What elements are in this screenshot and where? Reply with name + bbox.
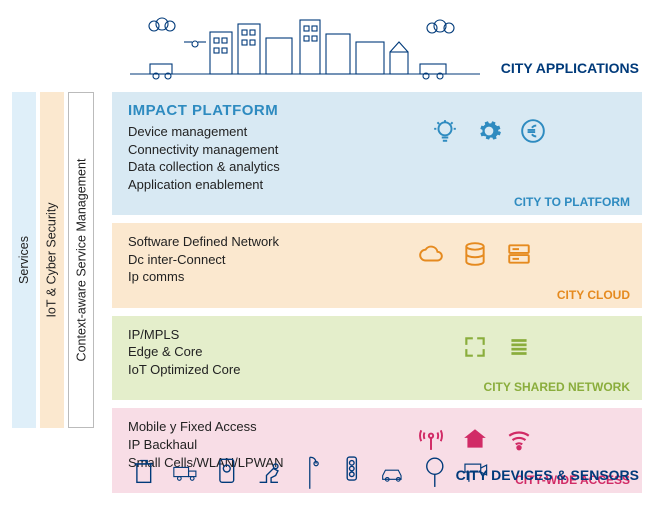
list-item: Device management: [128, 123, 628, 141]
layer-network-icons: [462, 334, 532, 360]
vbar-security: IoT & Cyber Security: [40, 92, 64, 428]
layer-platform-icons: [432, 118, 546, 144]
wifi-icon: [506, 426, 532, 452]
truck-icon: [172, 451, 200, 493]
layer-platform-list: Device management Connectivity managemen…: [128, 123, 628, 193]
euro-icon: [520, 118, 546, 144]
layer-cloud-list: Software Defined Network Dc inter-Connec…: [128, 233, 628, 286]
layer-network-list: IP/MPLS Edge & Core IoT Optimized Core: [128, 326, 628, 379]
server-icon: [506, 241, 532, 267]
layer-stack: IMPACT PLATFORM Device management Connec…: [112, 92, 642, 501]
menu-lines-icon: [506, 334, 532, 360]
layer-platform-title: IMPACT PLATFORM: [128, 102, 628, 119]
list-item: Connectivity management: [128, 141, 628, 159]
robot-icon: [255, 451, 283, 493]
cityscape-illustration: [130, 12, 480, 84]
layer-cloud-icons: [418, 241, 532, 267]
trash-icon: [130, 451, 158, 493]
list-item: Dc inter-Connect: [128, 251, 628, 269]
vbar-context-text: Context-aware Service Management: [74, 159, 88, 362]
layer-platform-corner: CITY TO PLATFORM: [514, 195, 630, 209]
lightbulb-icon: [432, 118, 458, 144]
vbar-services-text: Services: [17, 236, 31, 284]
layer-network: IP/MPLS Edge & Core IoT Optimized Core C…: [112, 316, 642, 401]
list-item: Edge & Core: [128, 343, 628, 361]
layer-platform: IMPACT PLATFORM Device management Connec…: [112, 92, 642, 215]
tree-icon: [421, 451, 449, 493]
database-icon: [462, 241, 488, 267]
list-item: Software Defined Network: [128, 233, 628, 251]
vbar-services: Services: [12, 92, 36, 428]
devices-illustration: [130, 444, 490, 499]
streetlight-icon: [296, 451, 324, 493]
meter-icon: [213, 451, 241, 493]
list-item: Application enablement: [128, 176, 628, 194]
label-city-devices: CITY DEVICES & SENSORS: [456, 467, 639, 483]
list-item: Data collection & analytics: [128, 158, 628, 176]
list-item: Ip comms: [128, 268, 628, 286]
cloud-icon: [418, 241, 444, 267]
label-city-applications: CITY APPLICATIONS: [501, 60, 639, 76]
traffic-light-icon: [338, 451, 366, 493]
list-item: IoT Optimized Core: [128, 361, 628, 379]
layer-cloud-corner: CITY CLOUD: [557, 288, 630, 302]
gear-icon: [476, 118, 502, 144]
vbar-context: Context-aware Service Management: [68, 92, 94, 428]
list-item: Mobile y Fixed Access: [128, 418, 628, 436]
layer-network-corner: CITY SHARED NETWORK: [484, 380, 630, 394]
list-item: IP/MPLS: [128, 326, 628, 344]
expand-icon: [462, 334, 488, 360]
vbar-security-text: IoT & Cyber Security: [45, 202, 59, 317]
layer-cloud: Software Defined Network Dc inter-Connec…: [112, 223, 642, 308]
car-icon: [379, 451, 407, 493]
vertical-bars: Services IoT & Cyber Security Context-aw…: [12, 92, 94, 428]
